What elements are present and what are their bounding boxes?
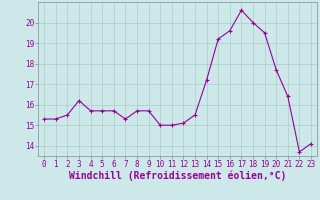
X-axis label: Windchill (Refroidissement éolien,°C): Windchill (Refroidissement éolien,°C) — [69, 171, 286, 181]
